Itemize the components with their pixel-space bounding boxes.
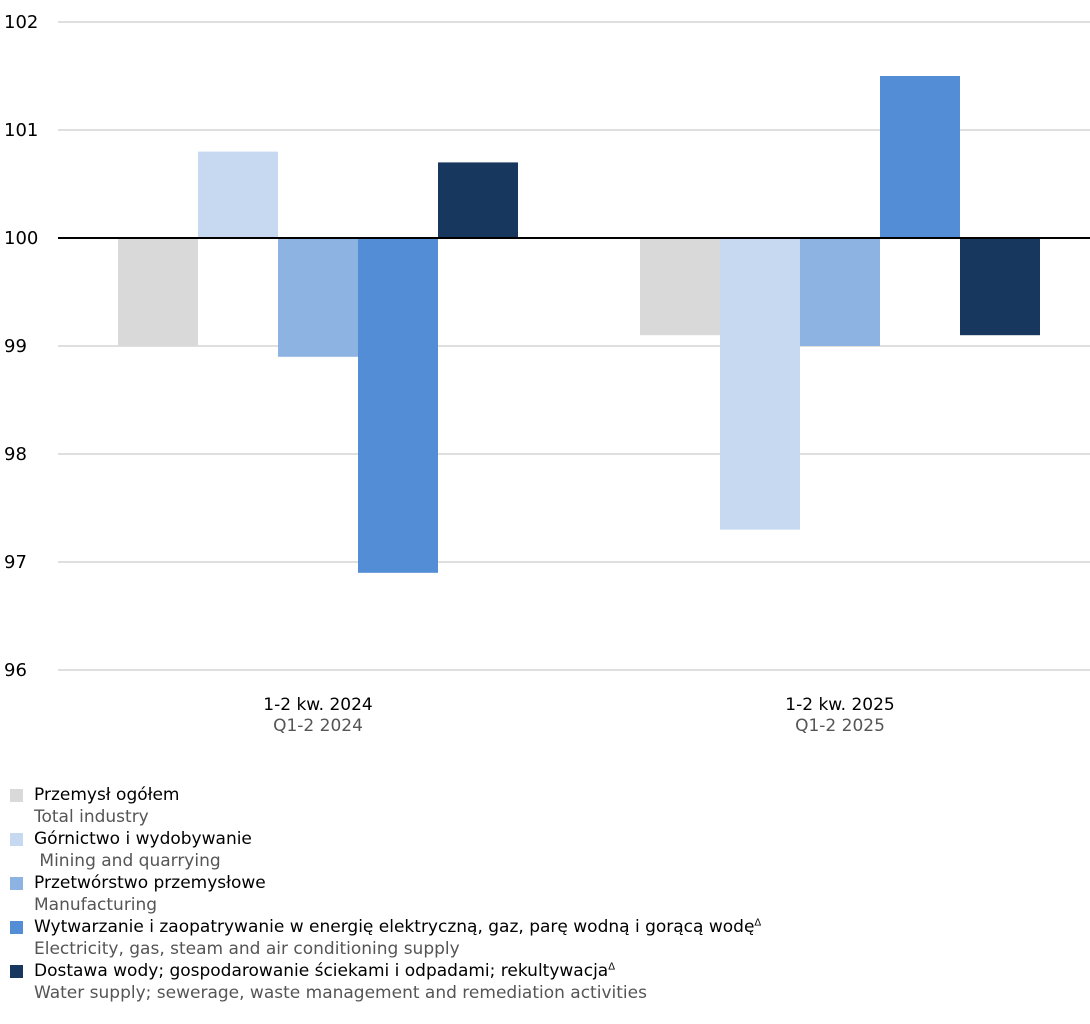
legend-label-en: Water supply; sewerage, waste management… — [34, 983, 647, 1003]
x-category-label: 1-2 kw. 2024 — [263, 695, 372, 715]
y-tick-label: 98 — [4, 444, 27, 465]
legend-label-pl: Przetwórstwo przemysłowe — [34, 873, 266, 893]
legend-label-en: Mining and quarrying — [34, 851, 221, 871]
legend-label-en: Manufacturing — [34, 895, 158, 915]
bar — [880, 76, 960, 238]
legend-swatch — [10, 833, 23, 846]
legend-item-manufacturing: Przetwórstwo przemysłowe Manufacturing — [8, 872, 1078, 916]
bar — [438, 162, 518, 238]
legend-item-energy: Wytwarzanie i zaopatrywanie w energię el… — [8, 916, 1078, 960]
y-tick-label: 97 — [4, 552, 27, 573]
legend-item-water-supply: Dostawa wody; gospodarowanie ściekami i … — [8, 960, 1078, 1004]
delta-mark: Δ — [608, 961, 616, 973]
y-tick-label: 100 — [4, 228, 38, 249]
legend-label-pl: Dostawa wody; gospodarowanie ściekami i … — [34, 960, 1078, 982]
legend-swatch — [10, 877, 23, 890]
x-category-label-en: Q1-2 2025 — [795, 716, 885, 736]
legend-label-en: Electricity, gas, steam and air conditio… — [34, 939, 460, 959]
bar — [800, 238, 880, 346]
x-category-label: 1-2 kw. 2025 — [785, 695, 894, 715]
bar — [118, 238, 198, 346]
bar — [198, 151, 278, 238]
legend: Przemysł ogółem Total industry Górnictwo… — [8, 784, 1078, 1004]
legend-swatch — [10, 965, 23, 978]
y-tick-label: 101 — [4, 120, 38, 141]
delta-mark: Δ — [754, 917, 762, 929]
y-tick-label: 102 — [4, 12, 38, 33]
legend-item-mining: Górnictwo i wydobywanie Mining and quarr… — [8, 828, 1078, 872]
bar — [960, 238, 1040, 336]
bar — [720, 238, 800, 530]
legend-label-pl: Górnictwo i wydobywanie — [34, 829, 252, 849]
legend-label-en: Total industry — [34, 807, 149, 827]
legend-label-pl: Wytwarzanie i zaopatrywanie w energię el… — [34, 916, 1078, 938]
legend-label-pl: Przemysł ogółem — [34, 785, 180, 805]
legend-swatch — [10, 789, 23, 802]
legend-swatch — [10, 921, 23, 934]
bar — [358, 238, 438, 573]
bar — [640, 238, 720, 336]
legend-label-text: Wytwarzanie i zaopatrywanie w energię el… — [34, 917, 755, 937]
bar — [278, 238, 358, 357]
legend-label-text: Dostawa wody; gospodarowanie ściekami i … — [34, 961, 609, 981]
x-category-label-en: Q1-2 2024 — [273, 716, 363, 736]
y-tick-label: 96 — [4, 660, 27, 681]
y-tick-label: 99 — [4, 336, 27, 357]
legend-item-total-industry: Przemysł ogółem Total industry — [8, 784, 1078, 828]
